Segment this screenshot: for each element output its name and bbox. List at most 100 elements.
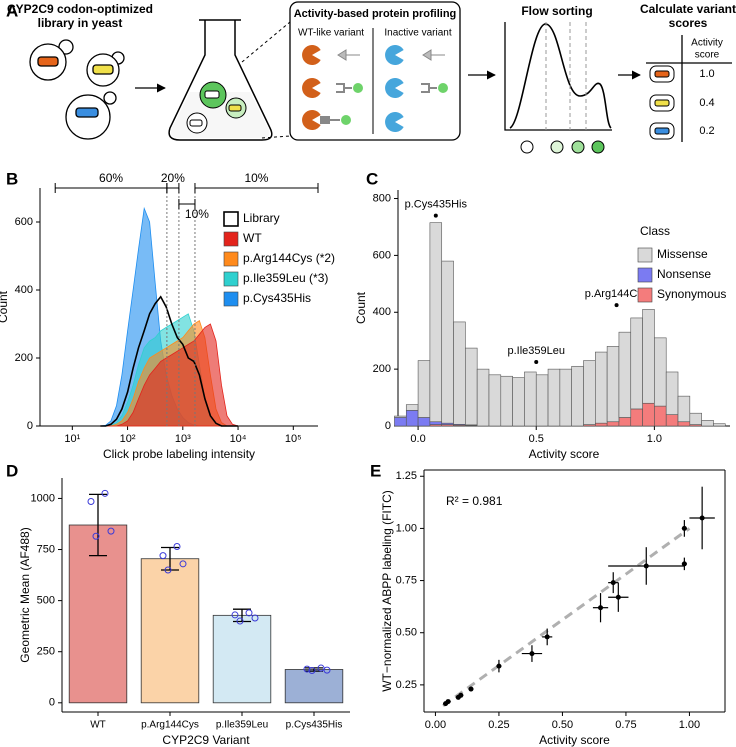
panel-label: A: [6, 1, 18, 20]
flask: [168, 19, 273, 141]
replicate-point: [92, 532, 100, 540]
y-tick-label: 1.00: [396, 522, 417, 534]
histogram-bar: [618, 417, 632, 427]
replicate-point: [245, 609, 253, 617]
gate-label: 10%: [185, 207, 209, 221]
x-tick-label: 10⁵: [285, 433, 302, 445]
histogram-bar: [595, 422, 608, 427]
histogram-bar: [500, 375, 513, 427]
legend-label: Nonsense: [657, 267, 711, 281]
histogram-bar: [595, 351, 608, 424]
legend-swatch: [223, 231, 239, 247]
legend-swatch: [637, 287, 653, 303]
replicate-point: [317, 664, 325, 672]
y-tick-label: 1.25: [396, 470, 417, 482]
gate-label: 20%: [161, 171, 185, 185]
histogram-bar: [559, 368, 572, 427]
legend-swatch: [637, 267, 653, 283]
abpp-title: Activity-based protein profiling: [294, 8, 457, 20]
histogram-bar: [394, 417, 407, 427]
y-tick-label: 0.75: [396, 574, 417, 586]
replicate-point: [236, 617, 244, 625]
library-title: library in yeast: [38, 16, 123, 30]
trend-line: [442, 527, 691, 707]
histogram-bar: [677, 421, 691, 427]
point: [445, 699, 451, 705]
x-tick-label: 10⁴: [230, 433, 247, 445]
histogram-bar: [465, 347, 478, 426]
y-axis-title: WT−normalized ABPP labeling (FITC): [380, 490, 394, 692]
y-axis-title: Geometric Mean (AF488): [18, 527, 32, 662]
histogram-bar: [630, 317, 643, 410]
abpp-box: [289, 1, 461, 141]
legend-swatch: [223, 291, 239, 307]
gate-label: 10%: [244, 171, 268, 185]
score-value: 0.2: [699, 125, 714, 137]
point: [610, 580, 616, 586]
panel-label: B: [6, 169, 18, 188]
panel-label: E: [370, 461, 381, 480]
y-tick-label: 0.50: [396, 627, 417, 639]
point: [529, 651, 535, 657]
x-tick-label: 0.75: [615, 719, 636, 731]
annotation-point: [614, 303, 619, 308]
histogram-bar: [606, 421, 620, 427]
legend-label: Missense: [657, 247, 708, 261]
replicate-point: [251, 614, 259, 622]
zoom-line: [261, 135, 291, 139]
histogram-bar: [547, 368, 561, 427]
x-tick-label: WT: [90, 720, 106, 731]
legend-label: p.Arg144Cys (*2): [243, 251, 335, 265]
replicate-point: [159, 552, 167, 560]
annotation-point: [534, 360, 539, 365]
y-tick-label: 200: [373, 363, 391, 375]
bar: [140, 558, 200, 704]
legend-label: p.Cys435His: [243, 291, 311, 305]
point: [681, 561, 687, 567]
density-area: [100, 295, 239, 427]
gate-bracket: [178, 199, 196, 209]
flow-plot: [504, 22, 612, 154]
y-tick-label: 500: [37, 595, 55, 607]
point: [544, 634, 550, 640]
annotation-point: [433, 213, 438, 218]
bar: [284, 669, 344, 704]
error-bar: [233, 608, 251, 623]
x-tick-label: p.Cys435His: [286, 720, 343, 731]
histogram-bar: [535, 374, 549, 427]
library-title: CYP2C9 codon-optimized: [7, 2, 153, 16]
abpp-icons: [302, 45, 448, 132]
x-tick-label: 10³: [175, 433, 191, 445]
histogram-bar: [429, 421, 443, 425]
point: [615, 594, 621, 600]
score-header: Activity: [691, 38, 723, 49]
y-tick-label: 750: [37, 543, 55, 555]
histogram-bar: [453, 321, 466, 425]
y-tick-label: 600: [15, 216, 33, 228]
x-tick-label: p.Arg144Cys: [141, 720, 199, 731]
histogram-bar: [630, 408, 643, 427]
y-tick-label: 1000: [31, 492, 55, 504]
score-header: score: [695, 50, 720, 61]
point: [468, 686, 474, 692]
score-value: 1.0: [699, 68, 714, 80]
x-axis-title: Activity score: [539, 733, 610, 747]
point: [598, 605, 604, 611]
legend-swatch: [223, 251, 239, 267]
point: [458, 692, 464, 698]
x-axis-title: CYP2C9 Variant: [162, 733, 250, 747]
bar: [212, 614, 272, 704]
abpp-column: WT-like variant: [298, 28, 364, 39]
legend-label: p.Ile359Leu (*3): [243, 271, 328, 285]
x-tick-label: 1.00: [679, 719, 700, 731]
gate-bracket: [166, 183, 180, 193]
histogram-bar: [701, 420, 714, 427]
replicate-point: [173, 542, 181, 550]
x-tick-label: 1.0: [647, 433, 662, 445]
abpp-column: Inactive variant: [384, 28, 451, 39]
x-tick-label: 10²: [120, 433, 136, 445]
point: [496, 663, 502, 669]
annotation-label: p.Ile359Leu: [507, 345, 565, 357]
histogram-bar: [677, 395, 691, 423]
